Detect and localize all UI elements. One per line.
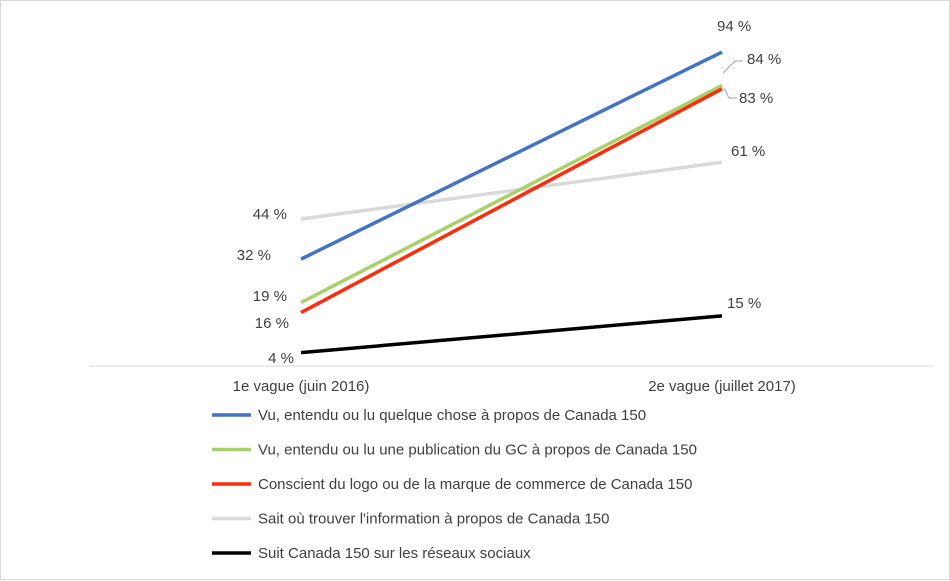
data-label: 61 % <box>731 143 765 160</box>
legend-label: Sait où trouver l'information à propos d… <box>258 511 609 528</box>
data-label: 84 % <box>747 51 781 68</box>
data-label: 16 % <box>255 315 289 332</box>
legend-label: Vu, entendu ou lu quelque chose à propos… <box>258 407 646 424</box>
series-line <box>300 160 723 221</box>
leader-line <box>722 60 743 74</box>
legend-label: Conscient du logo ou de la marque de com… <box>258 476 692 493</box>
data-label: 4 % <box>268 350 294 367</box>
leader-line <box>723 87 737 99</box>
series-line <box>300 50 723 261</box>
x-tick-label: 1e vague (juin 2016) <box>233 378 370 395</box>
series-line <box>300 87 723 315</box>
series-line <box>300 314 723 355</box>
data-label: 44 % <box>253 206 287 223</box>
data-label: 83 % <box>739 90 773 107</box>
data-label: 32 % <box>237 247 271 264</box>
data-label: 19 % <box>253 288 287 305</box>
data-label: 94 % <box>717 18 751 35</box>
series-line <box>300 83 723 305</box>
legend-label: Suit Canada 150 sur les réseaux sociaux <box>258 545 531 562</box>
data-label: 15 % <box>727 295 761 312</box>
legend-label: Vu, entendu ou lu une publication du GC … <box>258 442 697 459</box>
x-tick-label: 2e vague (juillet 2017) <box>648 378 796 395</box>
